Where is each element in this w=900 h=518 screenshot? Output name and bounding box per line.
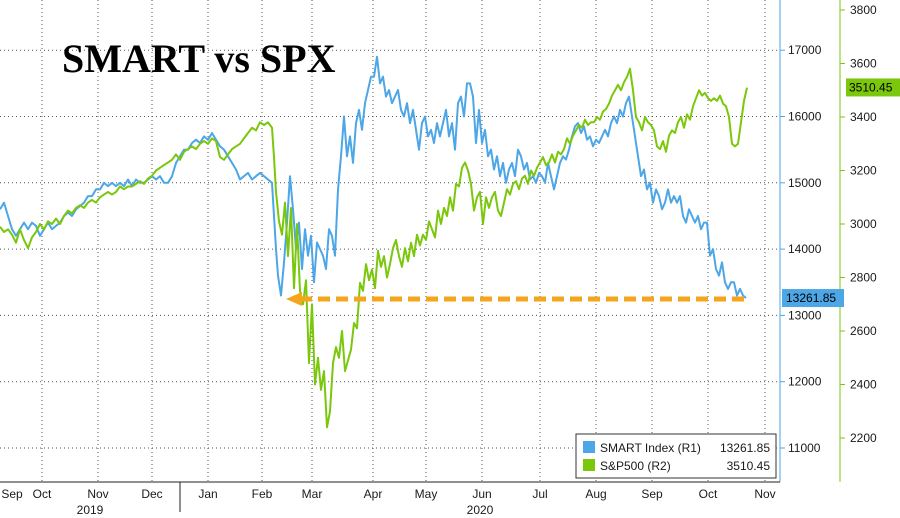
x-tick-label: Sep <box>1 487 23 501</box>
sp500-last-value: 3510.45 <box>849 80 893 94</box>
r2-tick-label: 3400 <box>850 110 877 124</box>
x-tick-label: Apr <box>364 487 383 501</box>
x-tick-label: May <box>415 487 438 501</box>
x-tick-label: Aug <box>585 487 606 501</box>
r2-tick-label: 2400 <box>850 378 877 392</box>
r1-tick-label: 17000 <box>788 43 822 57</box>
x-tick-label: Feb <box>252 487 273 501</box>
x-tick-label: Nov <box>754 487 775 501</box>
r1-tick-label: 15000 <box>788 176 822 190</box>
year-label: 2019 <box>77 503 104 517</box>
r1-tick-label: 16000 <box>788 110 822 124</box>
series-layer <box>0 55 748 429</box>
r1-tick-label: 14000 <box>788 242 822 256</box>
x-tick-label: Sep <box>641 487 663 501</box>
chart-title: SMART vs SPX <box>62 36 336 81</box>
r2-tick-label: 2200 <box>850 431 877 445</box>
x-tick-label: Oct <box>33 487 52 501</box>
r1-tick-label: 11000 <box>788 441 821 455</box>
last-value-tags: 13261.85 3510.45 <box>782 78 900 308</box>
x-tick-label: Oct <box>699 487 718 501</box>
r1-tick-label: 13000 <box>788 308 822 322</box>
r2-tick-label: 2600 <box>850 324 877 338</box>
r1-tick-label: 12000 <box>788 375 822 389</box>
r2-tick-label: 3200 <box>850 164 877 178</box>
x-tick-label: Jul <box>532 487 547 501</box>
r2-tick-label: 2800 <box>850 271 877 285</box>
year-label: 2020 <box>467 503 494 517</box>
x-tick-label: Dec <box>141 487 162 501</box>
legend: SMART Index (R1) 13261.85 S&P500 (R2) 3510.… <box>575 433 777 479</box>
arrow-head <box>286 292 302 306</box>
x-tick-label: Jan <box>198 487 217 501</box>
r2-tick-label: 3800 <box>850 3 877 17</box>
r2-tick-label: 3600 <box>850 57 877 71</box>
sp500-line <box>0 67 748 429</box>
smart-last-value: 13261.85 <box>786 291 836 305</box>
legend-label: S&P500 (R2) <box>600 459 671 473</box>
r2-tick-label: 3000 <box>850 217 877 231</box>
legend-box <box>575 433 777 479</box>
x-tick-label: Jun <box>472 487 491 501</box>
sp500-last-value-tag <box>846 78 900 97</box>
legend-swatch <box>583 441 595 453</box>
annotation-layer <box>286 292 748 306</box>
x-tick-label: Nov <box>87 487 108 501</box>
legend-value: 3510.45 <box>727 459 771 473</box>
x-tick-label: Mar <box>302 487 323 501</box>
x-axis: Sep Oct Nov Dec Jan Feb Mar Apr May Jun Jul Aug Sep O… <box>0 481 780 517</box>
legend-value: 13261.85 <box>720 441 770 455</box>
axes: 11000 12000 13000 14000 15000 16000 17000 2200 2… <box>779 0 877 482</box>
legend-label: SMART Index (R1) <box>600 441 701 455</box>
smart-last-value-tag <box>782 289 844 308</box>
legend-swatch <box>583 459 595 471</box>
